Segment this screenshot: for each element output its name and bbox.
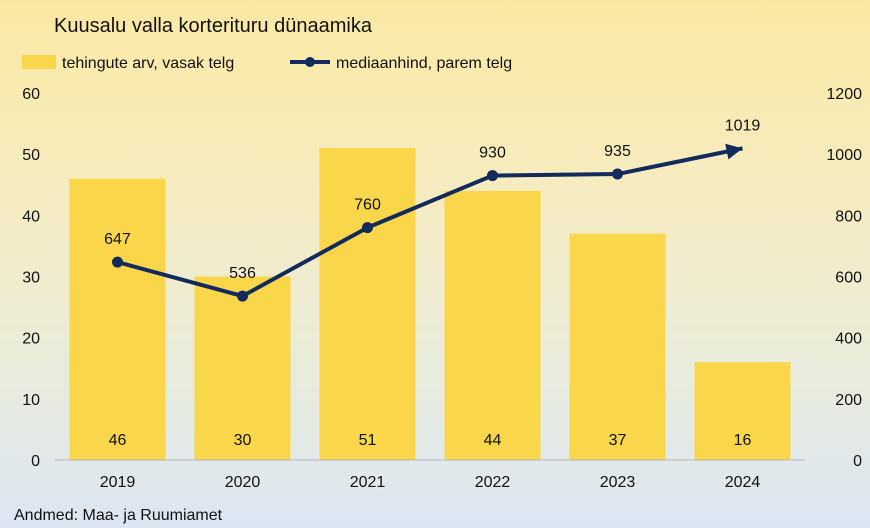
- source-note: Andmed: Maa- ja Ruumiamet: [14, 507, 223, 524]
- chart-title: Kuusalu valla korterituru dünaamika: [54, 15, 373, 37]
- legend-line-marker: [305, 57, 315, 67]
- left-axis-tick-label: 10: [22, 392, 40, 409]
- left-axis-tick-label: 50: [22, 147, 40, 164]
- legend-bar-label: tehingute arv, vasak telg: [62, 55, 234, 72]
- line-value-labels: 647 536 760 930 935 1019: [104, 117, 760, 282]
- line-point-2021: [362, 222, 373, 234]
- bar-value-label-2020: 30: [234, 432, 252, 449]
- left-axis-tick-label: 20: [22, 331, 40, 348]
- bar-2019: [69, 178, 166, 460]
- line-point-2019: [112, 256, 123, 268]
- bar-value-label-2019: 46: [109, 432, 127, 449]
- x-axis-tick-label-2021: 2021: [350, 474, 386, 491]
- right-axis-tick-label: 0: [853, 453, 862, 470]
- bar-2022: [444, 190, 541, 460]
- median-price-polyline: [116, 146, 743, 299]
- bar-value-label-2021: 51: [359, 432, 377, 449]
- right-axis-tick-label: 1000: [826, 147, 862, 164]
- line-value-label-2019: 647: [104, 231, 131, 248]
- bar-2024: [694, 362, 791, 460]
- right-axis-tick-label: 1200: [826, 86, 862, 103]
- left-axis-tick-label: 60: [22, 86, 40, 103]
- x-axis-tick-label-2019: 2019: [100, 474, 136, 491]
- line-value-label-2021: 760: [354, 197, 381, 214]
- x-axis-tick-label-2020: 2020: [225, 474, 261, 491]
- right-axis-tick-label: 200: [835, 392, 862, 409]
- left-axis-tick-label: 40: [22, 208, 40, 225]
- bar-value-labels: 46 30 51 44 37 16: [109, 432, 752, 449]
- line-value-label-2022: 930: [479, 145, 506, 162]
- line-point-2022: [487, 170, 498, 182]
- line-point-2023: [612, 168, 623, 180]
- x-axis-ticks: 2019 2020 2021 2022 2023 2024: [100, 474, 761, 491]
- right-axis-tick-label: 800: [835, 208, 862, 225]
- bars: [69, 148, 791, 461]
- bar-2021: [319, 148, 416, 461]
- x-axis-tick-label-2024: 2024: [725, 474, 761, 491]
- line-point-2024: [725, 143, 743, 160]
- right-axis-tick-label: 400: [835, 331, 862, 348]
- line-value-label-2024: 1019: [725, 117, 761, 134]
- legend-bar-swatch: [22, 55, 56, 69]
- median-price-line: [112, 143, 743, 302]
- bar-2023: [569, 233, 666, 460]
- x-axis-tick-label-2022: 2022: [475, 474, 511, 491]
- line-value-label-2023: 935: [604, 143, 631, 160]
- left-axis-tick-label: 30: [22, 270, 40, 287]
- legend: tehingute arv, vasak telg mediaanhind, p…: [22, 55, 512, 72]
- left-axis-ticks: 0 10 20 30 40 50 60: [22, 86, 40, 470]
- bar-value-label-2022: 44: [484, 432, 502, 449]
- right-axis-tick-label: 600: [835, 270, 862, 287]
- bar-value-label-2024: 16: [734, 432, 752, 449]
- line-value-label-2020: 536: [229, 265, 256, 282]
- legend-line-label: mediaanhind, parem telg: [336, 55, 512, 72]
- line-point-2020: [237, 290, 248, 302]
- right-axis-ticks: 0 200 400 600 800 1000 1200: [826, 86, 862, 470]
- left-axis-tick-label: 0: [31, 453, 40, 470]
- bar-value-label-2023: 37: [609, 432, 627, 449]
- x-axis-tick-label-2023: 2023: [600, 474, 636, 491]
- bar-2020: [194, 276, 291, 460]
